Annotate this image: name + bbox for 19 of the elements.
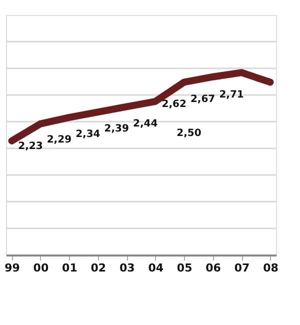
annotation: 2,50 [176,128,202,139]
data-label: 2,39 [104,124,130,135]
x-tick-label: 00 [33,262,49,274]
x-tick-label: 08 [263,262,278,274]
x-tick-label: 03 [119,262,135,274]
data-label: 2,44 [133,118,158,130]
data-label: 2,34 [76,129,100,140]
x-tick-label: 07 [234,262,250,274]
x-tick-label: 05 [176,262,192,274]
x-tick-label: 01 [62,262,78,274]
data-label: 2,62 [162,99,186,110]
x-tick-label: 06 [206,262,222,274]
data-label: 2,23 [18,140,43,152]
x-tick-label: 02 [90,262,106,274]
data-label: 2,71 [219,90,244,101]
data-label: 2,67 [190,94,216,105]
data-label: 2,29 [46,134,72,146]
x-tick-label: 04 [148,262,164,274]
x-tick-label: 99 [4,262,20,274]
